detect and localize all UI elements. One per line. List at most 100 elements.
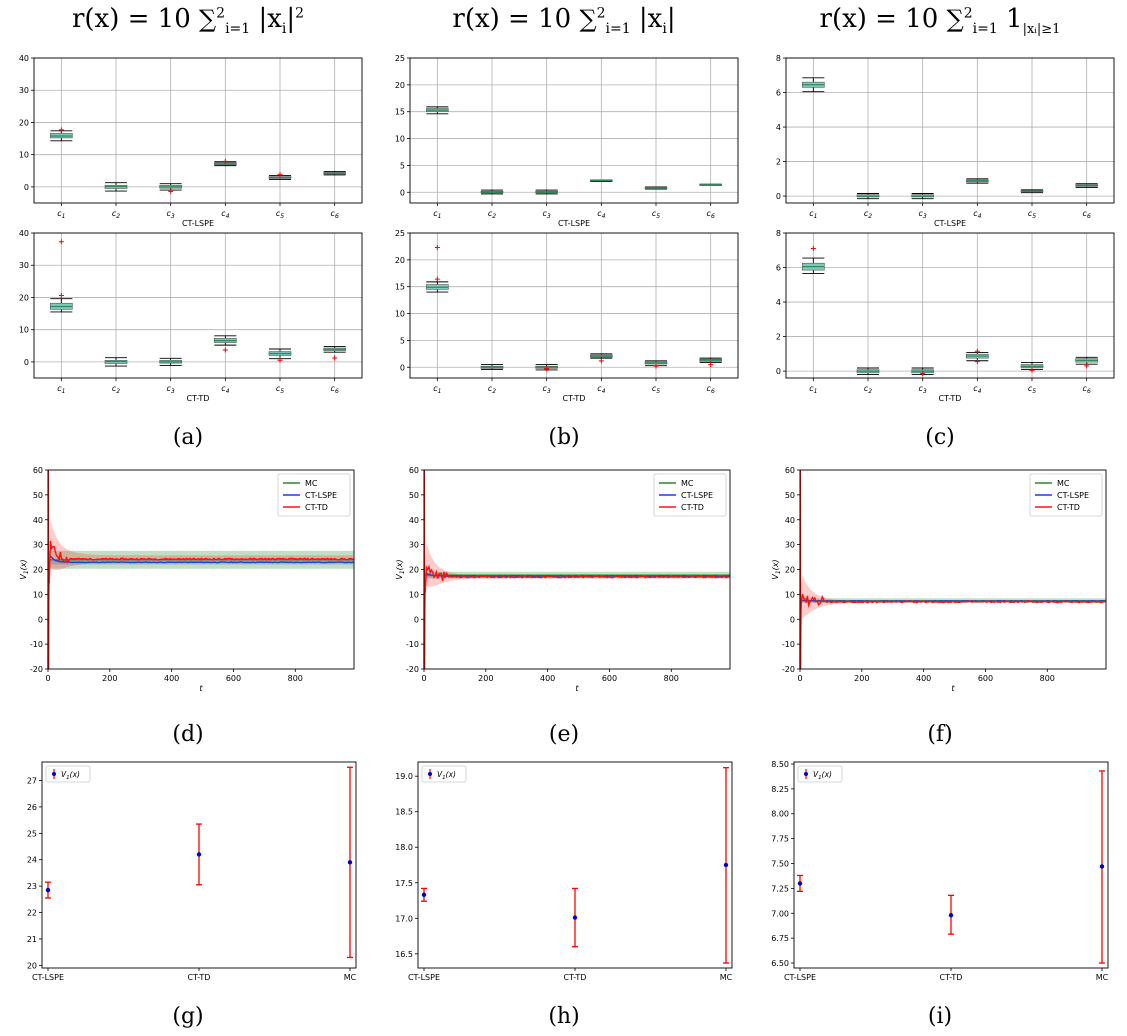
y-tick-label: 8: [776, 54, 781, 63]
outlier-marker: [598, 358, 604, 364]
mean-point: [1099, 864, 1105, 869]
y-tick-label: 25: [395, 54, 405, 63]
y-tick-label: 8.50: [771, 760, 789, 769]
plot-frame: [785, 232, 1115, 379]
legend-label: CT-TD: [1057, 503, 1080, 512]
x-axis-label: CT-TD: [563, 394, 586, 403]
y-tick-label: 20: [409, 566, 419, 575]
ct-td-series-line: [47, 469, 354, 670]
x-tick-label: c1: [433, 384, 441, 395]
x-axis-label: t: [199, 684, 203, 693]
legend-label: CT-TD: [681, 503, 704, 512]
legend-label: CT-LSPE: [681, 491, 713, 500]
y-tick-label: 18.0: [395, 843, 413, 852]
x-tick-label: 400: [164, 674, 179, 683]
y-tick-label: 26: [27, 803, 37, 812]
x-tick-label: 800: [664, 674, 679, 683]
y-tick-label: 24: [27, 856, 37, 865]
x-tick-label: c2: [488, 209, 496, 220]
x-tick-label: 200: [478, 674, 493, 683]
x-tick-label: c5: [276, 384, 284, 395]
y-tick-label: 50: [33, 491, 43, 500]
outlier-marker: [434, 276, 440, 282]
errorbar-plot-h: 16.5 17.0 17.5 18.0 18.5 19.0 CT-LSPE CT-TD MC V1…: [395, 761, 733, 982]
y-tick-label: 30: [409, 541, 419, 550]
y-tick-label: 6.50: [771, 959, 789, 968]
legend-label: CT-LSPE: [1057, 491, 1089, 500]
x-tick-label: c5: [276, 209, 284, 220]
x-tick-label: c3: [919, 384, 927, 395]
plot-frame: [417, 761, 733, 969]
y-tick-label: -10: [30, 640, 43, 649]
x-tick-label: c2: [864, 384, 872, 395]
x-axis-label: CT-TD: [939, 394, 962, 403]
y-tick-label: 21: [27, 935, 37, 944]
y-tick-label: 7.50: [771, 860, 789, 869]
x-tick-label: c2: [488, 384, 496, 395]
y-tick-label: 10: [395, 310, 405, 319]
x-axis-label: CT-LSPE: [182, 219, 214, 228]
x-tick-label: c6: [707, 384, 715, 395]
x-axis-label: CT-LSPE: [558, 219, 590, 228]
outlier-marker: [974, 359, 980, 365]
y-tick-label: 60: [409, 466, 419, 475]
x-tick-label: 0: [421, 674, 426, 683]
x-tick-label: c4: [973, 384, 981, 395]
plot-frame: [33, 57, 363, 204]
y-tick-label: 0: [24, 183, 29, 192]
x-tick-label: c6: [1083, 384, 1091, 395]
y-tick-label: 6.75: [771, 934, 789, 943]
legend-box: [45, 765, 91, 783]
legend-label: V1(x): [437, 770, 456, 781]
y-tick-label: 30: [19, 261, 29, 270]
plot-frame: [793, 761, 1109, 969]
outlier-marker: [58, 293, 64, 299]
x-tick-label: 800: [288, 674, 303, 683]
x-axis-label: t: [575, 684, 579, 693]
x-tick-label: 400: [540, 674, 555, 683]
ct-td-confidence-band: [48, 519, 353, 628]
y-axis-label: V1(x): [771, 559, 782, 579]
column-title-3: r(x) = 10 ∑2i=1 1|xᵢ|≥1: [819, 4, 1061, 38]
boxplot-a-ct-lspe: 0 10 20 30 40 c1 c2 c3 c4 c5 c6 CT-LSPE: [19, 54, 363, 228]
x-tick-label: MC: [344, 973, 357, 982]
outlier-marker: [920, 371, 926, 377]
y-tick-label: 20: [395, 256, 405, 265]
x-tick-label: c3: [167, 384, 175, 395]
panel-label-i: (i): [927, 1004, 953, 1029]
outlier-marker: [58, 239, 64, 245]
legend-point-swatch: [52, 772, 56, 776]
y-tick-label: 17.5: [395, 879, 413, 888]
ct-td-series-line: [799, 469, 1106, 670]
y-tick-label: 20: [19, 118, 29, 127]
y-tick-label: 0: [414, 615, 419, 624]
y-tick-label: 4: [776, 123, 781, 132]
x-tick-label: CT-TD: [564, 973, 587, 982]
x-tick-label: 600: [978, 674, 993, 683]
y-axis-label: V1(x): [19, 559, 30, 579]
x-tick-label: c2: [112, 384, 120, 395]
y-tick-label: 15: [395, 108, 405, 117]
y-tick-label: 30: [33, 541, 43, 550]
boxplot-b-ct-td: 0 5 10 15 20 25 c1 c2 c3 c4 c5 c6 CT-TD: [395, 229, 739, 403]
x-tick-label: 0: [797, 674, 802, 683]
legend-label: V1(x): [61, 770, 80, 781]
x-tick-label: c5: [652, 384, 660, 395]
mean-point: [347, 860, 353, 865]
legend-label: MC: [1057, 479, 1070, 488]
legend-box: [1029, 473, 1103, 517]
x-tick-label: MC: [1096, 973, 1109, 982]
y-tick-label: 2: [776, 158, 781, 167]
x-tick-label: 200: [102, 674, 117, 683]
y-tick-label: 10: [395, 135, 405, 144]
x-tick-label: 600: [226, 674, 241, 683]
y-tick-label: -20: [782, 665, 795, 674]
mean-point: [572, 915, 578, 920]
outlier-marker: [544, 366, 550, 372]
y-tick-label: -20: [30, 665, 43, 674]
legend-box: [797, 765, 843, 783]
y-tick-label: 18.5: [395, 808, 413, 817]
x-tick-label: c1: [809, 384, 817, 395]
y-tick-label: 20: [27, 961, 37, 970]
x-tick-label: c4: [597, 384, 605, 395]
